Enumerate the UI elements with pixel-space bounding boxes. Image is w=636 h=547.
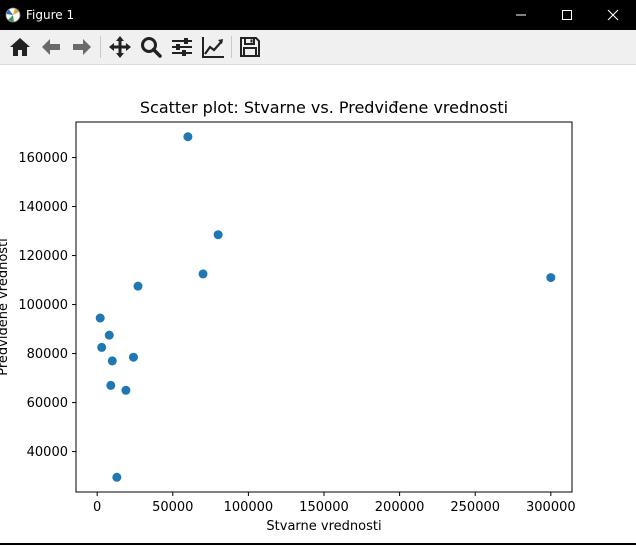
- matplotlib-logo-icon: [5, 7, 21, 23]
- chart-title: Scatter plot: Stvarne vs. Predviđene vre…: [140, 98, 508, 117]
- x-axis-ticks: 0 50000 100000 150000 200000 250000 300000: [93, 492, 576, 515]
- minimize-button[interactable]: [498, 0, 544, 30]
- window-title: Figure 1: [26, 8, 75, 22]
- x-axis-label: Stvarne vrednosti: [266, 519, 381, 534]
- close-button[interactable]: [590, 0, 636, 30]
- forward-button[interactable]: [69, 34, 95, 60]
- scatter-chart: Scatter plot: Stvarne vs. Predviđene vre…: [0, 98, 576, 534]
- scatter-point: [95, 313, 105, 323]
- x-tick-label: 300000: [526, 500, 576, 515]
- y-tick-label: 80000: [27, 347, 68, 362]
- plot-area: [75, 121, 573, 493]
- x-tick-label: 50000: [152, 500, 193, 515]
- configure-subplots-icon: [172, 38, 192, 56]
- scatter-point: [133, 281, 143, 291]
- y-tick-label: 120000: [18, 249, 68, 264]
- scatter-point: [97, 342, 107, 352]
- scatter-point: [183, 132, 193, 142]
- configure-subplots-button[interactable]: [169, 34, 195, 60]
- home-button[interactable]: [7, 34, 33, 60]
- scatter-point: [128, 352, 138, 362]
- scatter-point: [106, 380, 116, 390]
- y-tick-label: 140000: [18, 200, 68, 215]
- zoom-button[interactable]: [138, 34, 164, 60]
- title-bar: Figure 1: [0, 0, 636, 30]
- toolbar-separator: [231, 36, 232, 58]
- save-button[interactable]: [237, 34, 263, 60]
- edit-axis-icon: [202, 37, 224, 58]
- maximize-icon: [562, 10, 572, 20]
- figure-canvas[interactable]: Scatter plot: Stvarne vs. Predviđene vre…: [0, 65, 636, 543]
- y-tick-label: 160000: [18, 151, 68, 166]
- scatter-point: [121, 385, 131, 395]
- close-icon: [607, 9, 619, 21]
- x-tick-label: 250000: [450, 500, 500, 515]
- scatter-point: [112, 472, 122, 482]
- forward-icon: [73, 39, 91, 55]
- edit-axis-button[interactable]: [200, 34, 226, 60]
- navigation-toolbar: [0, 30, 636, 65]
- y-axis-label: Predviđene vrednosti: [0, 238, 11, 376]
- pan-icon: [109, 36, 131, 58]
- back-icon: [42, 39, 60, 55]
- zoom-icon: [141, 37, 162, 58]
- y-tick-label: 60000: [27, 396, 68, 411]
- x-tick-label: 0: [93, 500, 101, 515]
- y-tick-label: 100000: [18, 298, 68, 313]
- x-tick-label: 200000: [375, 500, 425, 515]
- scatter-points: [95, 132, 556, 482]
- maximize-button[interactable]: [544, 0, 590, 30]
- back-button[interactable]: [38, 34, 64, 60]
- y-tick-label: 40000: [27, 445, 68, 460]
- save-icon: [240, 37, 260, 57]
- scatter-point: [546, 273, 556, 283]
- scatter-point: [198, 269, 208, 279]
- x-tick-label: 100000: [224, 500, 274, 515]
- y-axis-ticks: 40000 60000 80000 100000 120000 140000 160000: [18, 151, 76, 460]
- scatter-point: [213, 230, 223, 240]
- pan-button[interactable]: [107, 34, 133, 60]
- minimize-icon: [516, 14, 526, 16]
- window-bottom-border: [0, 543, 636, 545]
- x-tick-label: 150000: [299, 500, 349, 515]
- toolbar-separator: [100, 36, 101, 58]
- scatter-point: [107, 356, 117, 366]
- home-icon: [10, 38, 30, 56]
- scatter-point: [104, 330, 114, 340]
